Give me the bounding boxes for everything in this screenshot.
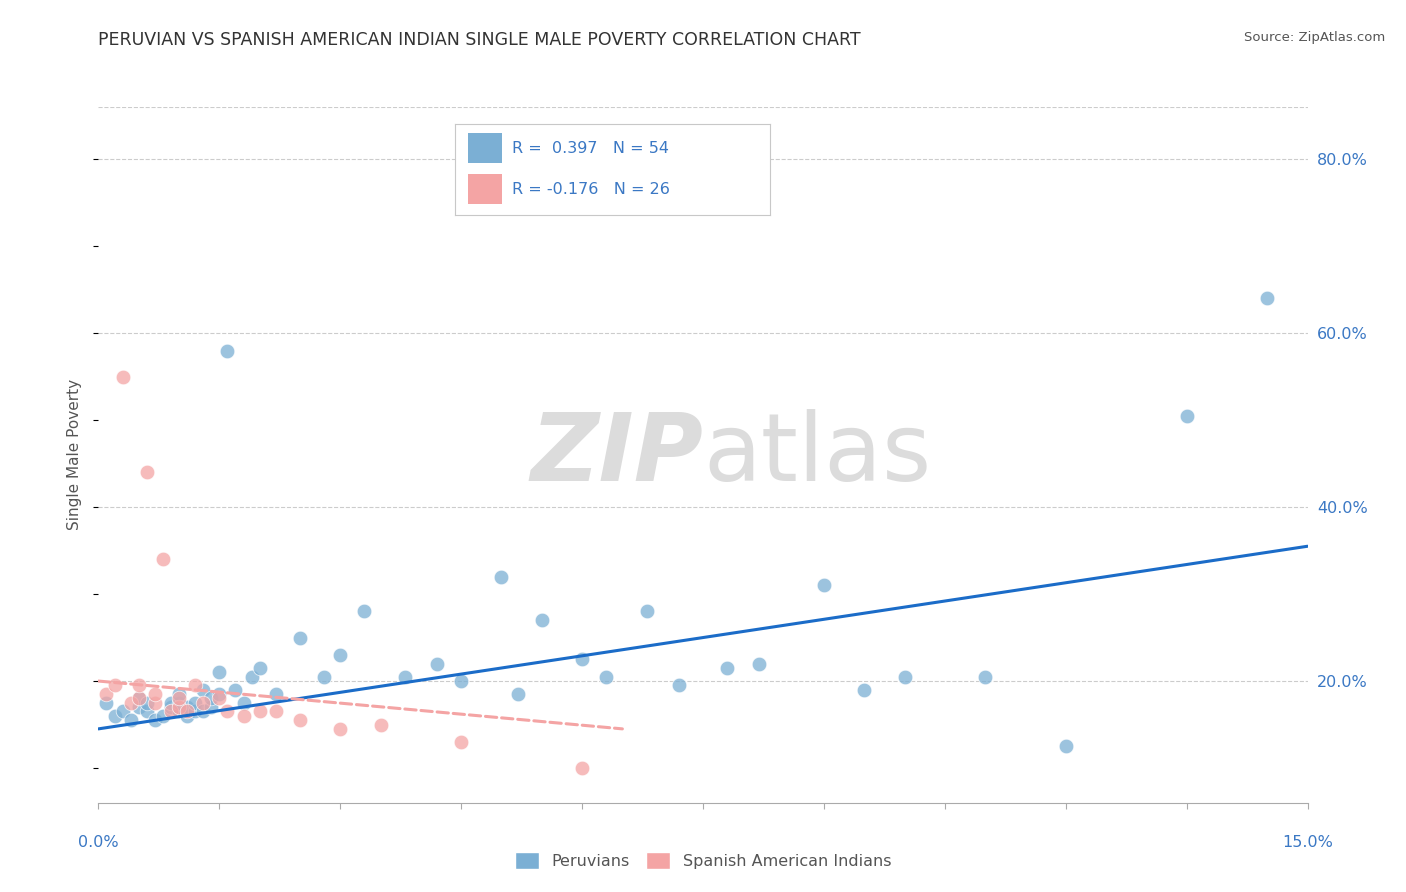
Point xyxy=(184,705,207,719)
Point xyxy=(491,569,513,583)
Point xyxy=(128,700,150,714)
Point xyxy=(288,631,311,645)
Text: atlas: atlas xyxy=(703,409,931,501)
Point xyxy=(288,713,311,727)
Point xyxy=(314,670,336,684)
Point xyxy=(506,687,529,701)
Point xyxy=(135,466,157,480)
Point xyxy=(426,657,449,671)
Point xyxy=(530,613,553,627)
Point xyxy=(167,687,190,701)
Point xyxy=(167,700,190,714)
Point xyxy=(111,705,134,719)
Point xyxy=(240,670,263,684)
Point xyxy=(200,691,222,706)
Point xyxy=(120,713,142,727)
Point xyxy=(208,691,231,706)
Text: 0.0%: 0.0% xyxy=(79,836,118,850)
Point xyxy=(450,674,472,689)
Point xyxy=(184,678,207,692)
Point xyxy=(152,708,174,723)
Point xyxy=(176,708,198,723)
Point xyxy=(208,665,231,680)
Point xyxy=(329,722,352,736)
Point xyxy=(636,605,658,619)
Point xyxy=(1175,409,1198,423)
Point xyxy=(1054,739,1077,754)
Point xyxy=(668,678,690,692)
Point xyxy=(264,687,287,701)
Point xyxy=(193,705,215,719)
Point xyxy=(135,705,157,719)
Point xyxy=(394,670,416,684)
Point xyxy=(152,552,174,566)
Point xyxy=(176,705,198,719)
Point xyxy=(716,661,738,675)
Point xyxy=(370,717,392,731)
Point xyxy=(200,700,222,714)
Point xyxy=(193,696,215,710)
Point xyxy=(143,696,166,710)
Point xyxy=(160,696,183,710)
Point xyxy=(103,708,125,723)
Point xyxy=(217,343,239,358)
Point xyxy=(813,578,835,592)
Point xyxy=(974,670,997,684)
Point xyxy=(111,369,134,384)
Point xyxy=(329,648,352,662)
Point xyxy=(264,705,287,719)
Point xyxy=(143,713,166,727)
Text: Source: ZipAtlas.com: Source: ZipAtlas.com xyxy=(1244,31,1385,45)
Point xyxy=(224,682,246,697)
Point xyxy=(167,691,190,706)
Text: PERUVIAN VS SPANISH AMERICAN INDIAN SINGLE MALE POVERTY CORRELATION CHART: PERUVIAN VS SPANISH AMERICAN INDIAN SING… xyxy=(98,31,860,49)
Point xyxy=(217,705,239,719)
Point xyxy=(208,687,231,701)
Point xyxy=(595,670,617,684)
Point xyxy=(249,705,271,719)
Point xyxy=(232,696,254,710)
Point xyxy=(184,696,207,710)
Point xyxy=(353,605,375,619)
Point xyxy=(571,761,593,775)
Point xyxy=(96,696,118,710)
Point xyxy=(193,682,215,697)
Point xyxy=(450,735,472,749)
Point xyxy=(135,696,157,710)
Text: ZIP: ZIP xyxy=(530,409,703,501)
Point xyxy=(232,708,254,723)
Point xyxy=(128,678,150,692)
Point xyxy=(853,682,876,697)
Point xyxy=(103,678,125,692)
Point xyxy=(571,652,593,666)
Point xyxy=(167,696,190,710)
Point xyxy=(160,700,183,714)
Text: 15.0%: 15.0% xyxy=(1282,836,1333,850)
Point xyxy=(893,670,915,684)
Point xyxy=(143,687,166,701)
Point xyxy=(249,661,271,675)
Point xyxy=(167,705,190,719)
Legend: Peruvians, Spanish American Indians: Peruvians, Spanish American Indians xyxy=(509,846,897,875)
Point xyxy=(128,691,150,706)
Point xyxy=(120,696,142,710)
Y-axis label: Single Male Poverty: Single Male Poverty xyxy=(67,379,83,531)
Point xyxy=(128,691,150,706)
Point xyxy=(160,705,183,719)
Point xyxy=(1256,291,1278,305)
Point xyxy=(96,687,118,701)
Point xyxy=(748,657,770,671)
Point xyxy=(176,700,198,714)
